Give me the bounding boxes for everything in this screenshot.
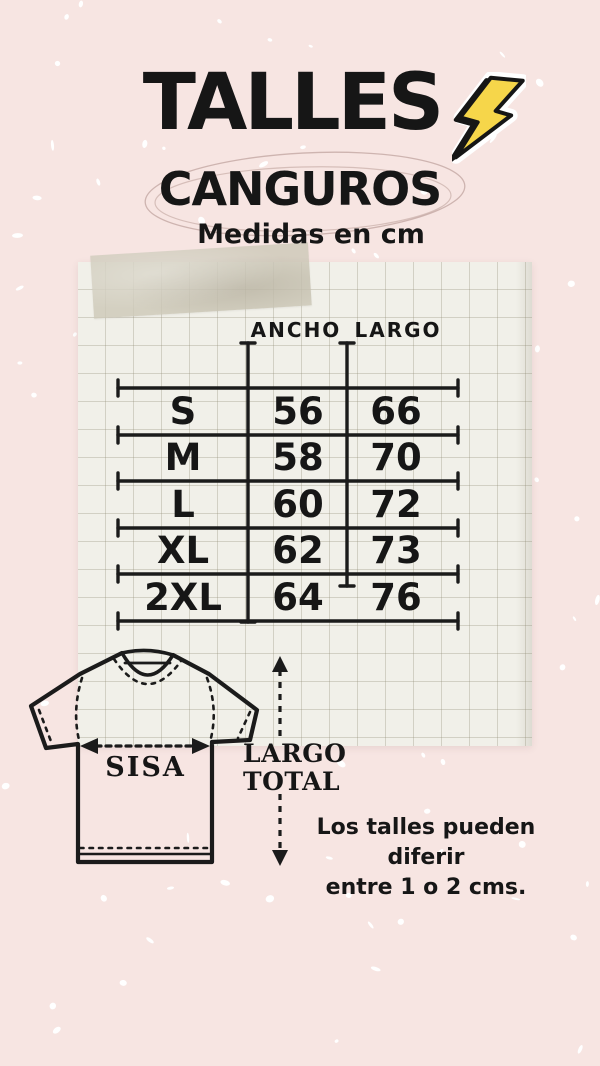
lightning-bolt-icon <box>452 72 526 164</box>
table-row: M 58 70 <box>78 435 532 481</box>
table-row: 2XL 64 76 <box>78 575 532 621</box>
size-label: M <box>164 436 202 479</box>
length-label-line2: TOTAL <box>243 767 341 796</box>
ancho-value: 58 <box>272 436 324 479</box>
ancho-value: 60 <box>272 483 324 526</box>
largo-value: 76 <box>370 576 422 619</box>
page-title: TALLES <box>142 58 444 148</box>
paper-edge-shading <box>516 262 532 746</box>
length-measure-label: LARGO TOTAL <box>243 739 347 796</box>
largo-value: 73 <box>370 529 422 572</box>
tolerance-note-line2: entre 1 o 2 cms. <box>325 875 527 900</box>
length-measure-arrow <box>272 656 288 866</box>
table-row: S 56 66 <box>78 389 532 435</box>
largo-value: 72 <box>370 483 422 526</box>
table-rule-lines <box>116 341 460 631</box>
tolerance-note: Los talles pueden diferir entre 1 o 2 cm… <box>290 813 562 903</box>
table-row: XL 62 73 <box>78 528 532 574</box>
page-subtitle: CANGUROS <box>158 162 443 216</box>
table-row: L 60 72 <box>78 482 532 528</box>
size-label: L <box>171 483 195 526</box>
tolerance-note-line1: Los talles pueden diferir <box>316 815 536 870</box>
length-label-line1: LARGO <box>243 739 347 768</box>
column-header-largo: LARGO <box>354 318 442 342</box>
largo-value: 70 <box>370 436 422 479</box>
ancho-value: 64 <box>272 576 324 619</box>
ancho-value: 62 <box>272 529 324 572</box>
ancho-value: 56 <box>272 390 324 433</box>
largo-value: 66 <box>370 390 422 433</box>
hand-drawn-ellipse <box>144 151 466 237</box>
size-label: XL <box>156 529 210 572</box>
units-label: Medidas en cm <box>197 219 425 250</box>
size-label: 2XL <box>144 576 222 619</box>
size-label: S <box>169 390 197 433</box>
tshirt-diagram <box>28 648 260 865</box>
width-measure-label: SISA <box>105 752 186 783</box>
grid-paper: ANCHO LARGO S 56 66 M 58 70 L 60 72 XL 6… <box>78 242 532 746</box>
column-header-ancho: ANCHO <box>250 318 342 342</box>
